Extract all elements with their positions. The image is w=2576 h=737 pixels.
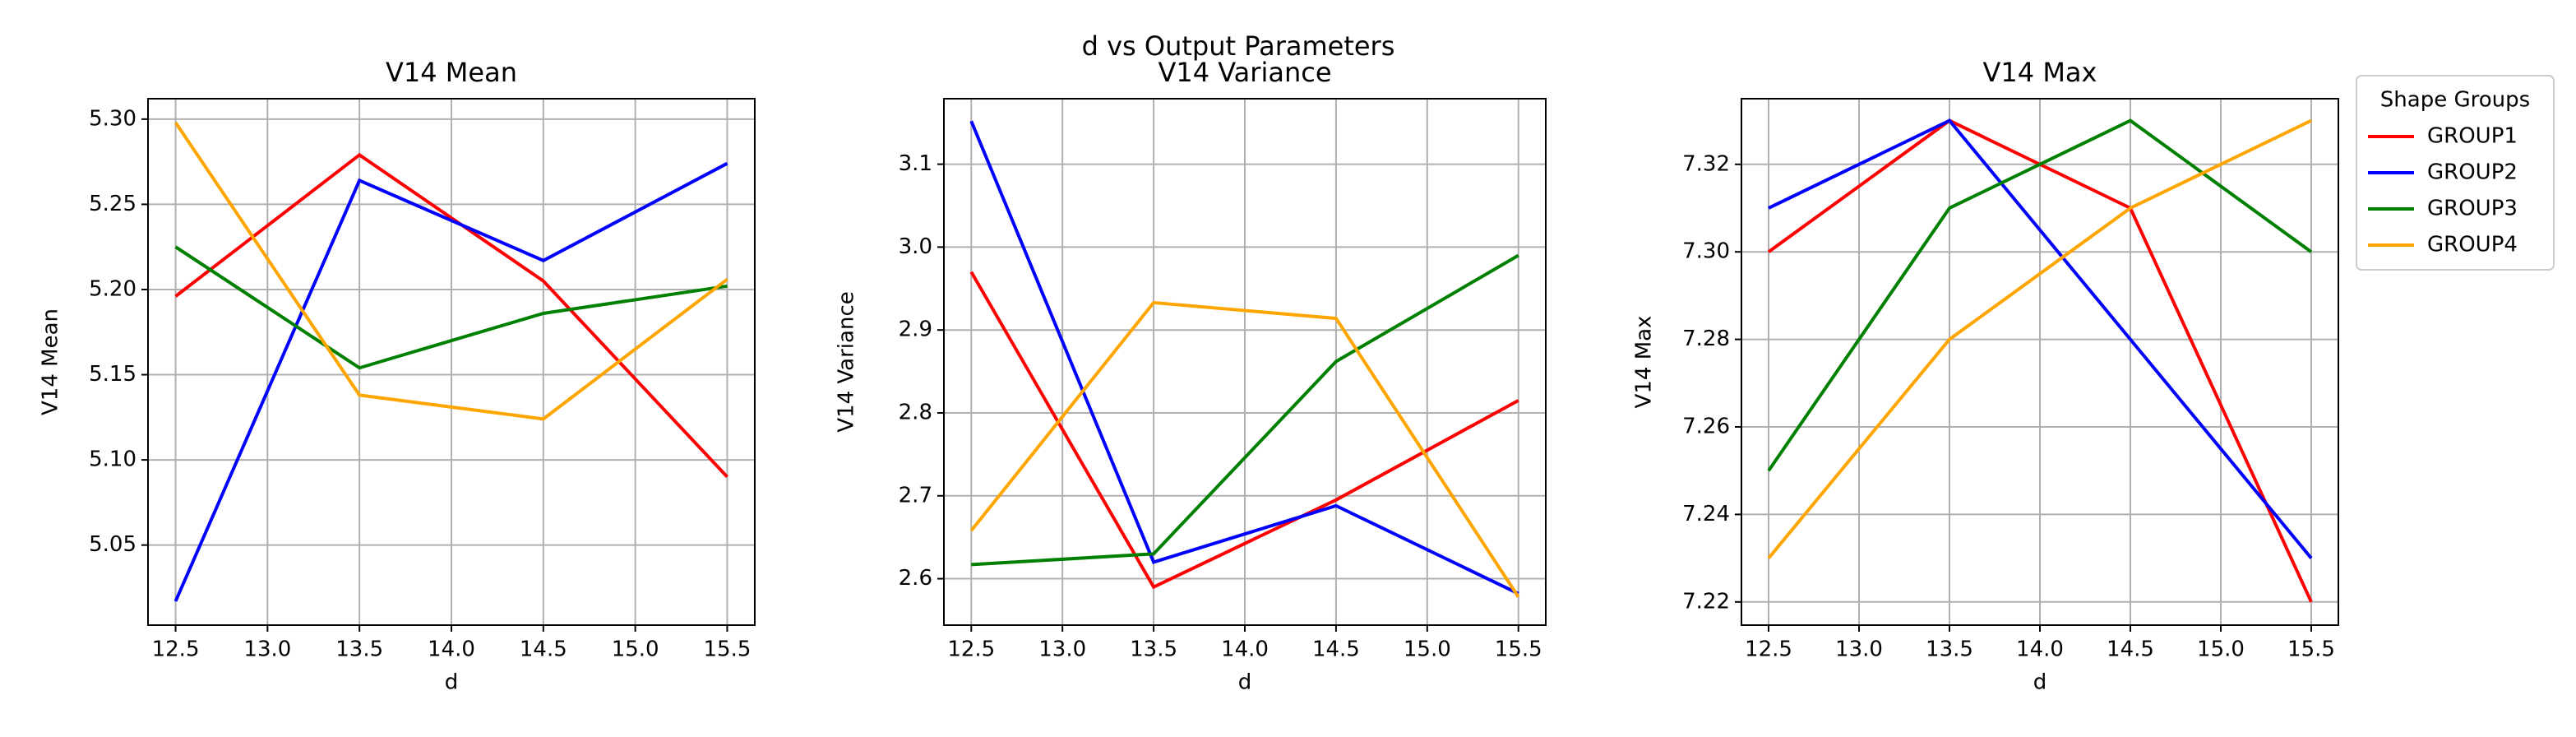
x-tick-label: 15.5 (704, 637, 752, 662)
x-tick-label: 14.0 (2016, 637, 2064, 662)
y-axis-label: V14 Variance (835, 291, 859, 432)
x-axis-label: d (2033, 670, 2047, 695)
y-tick-label: 7.28 (1682, 327, 1730, 351)
x-tick-label: 15.0 (1404, 637, 1451, 662)
y-tick-label: 2.7 (899, 483, 932, 508)
x-tick-label: 12.5 (1745, 637, 1792, 662)
legend-title: Shape Groups (2380, 88, 2530, 113)
x-tick-label: 13.5 (1926, 637, 1973, 662)
plot-frame (147, 98, 756, 626)
chart-title: V14 Variance (1158, 57, 1331, 88)
series-line (971, 253, 1519, 567)
series-line (969, 120, 1519, 596)
y-tick-label: 5.30 (89, 106, 136, 131)
y-tick-label: 5.15 (89, 362, 136, 387)
legend-box (2356, 75, 2555, 271)
x-tick-label: 13.0 (1835, 637, 1883, 662)
chart-title: V14 Mean (386, 57, 517, 88)
x-axis-label: d (1238, 670, 1252, 695)
x-tick-label: 15.0 (2197, 637, 2245, 662)
plot-frame (943, 98, 1547, 626)
x-tick-label: 14.0 (428, 637, 475, 662)
x-tick-label: 12.5 (947, 637, 995, 662)
legend-label: GROUP2 (2427, 160, 2518, 185)
x-tick-label: 15.5 (2287, 637, 2335, 662)
chart-title: V14 Max (1983, 57, 2097, 88)
series-line (173, 121, 728, 421)
y-axis-label: V14 Mean (39, 308, 63, 415)
y-tick-label: 7.24 (1682, 502, 1730, 526)
series-line (969, 300, 1520, 598)
x-tick-label: 12.5 (152, 637, 200, 662)
x-tick-label: 14.0 (1221, 637, 1269, 662)
series-line (174, 245, 728, 370)
x-axis-label: d (445, 670, 459, 695)
legend-label: GROUP3 (2427, 197, 2518, 221)
x-tick-label: 15.0 (612, 637, 659, 662)
x-tick-label: 14.5 (520, 637, 567, 662)
legend-label: GROUP1 (2427, 124, 2518, 149)
y-tick-label: 2.6 (899, 566, 932, 591)
series-line (173, 161, 728, 602)
y-tick-label: 3.0 (899, 234, 932, 259)
y-tick-label: 2.8 (899, 400, 932, 424)
x-tick-label: 13.0 (243, 637, 291, 662)
series-line (1767, 118, 2312, 559)
y-tick-label: 5.10 (89, 447, 136, 472)
series-line (174, 152, 728, 479)
series-line (1768, 118, 2313, 559)
y-tick-label: 7.30 (1682, 239, 1730, 264)
y-tick-label: 7.22 (1682, 589, 1730, 614)
series-line (969, 271, 1519, 590)
x-tick-label: 14.5 (1312, 637, 1360, 662)
y-tick-label: 3.1 (899, 151, 932, 176)
x-tick-label: 13.0 (1038, 637, 1086, 662)
legend-label: GROUP4 (2427, 233, 2518, 257)
y-tick-label: 2.9 (899, 318, 932, 342)
x-tick-label: 15.5 (1495, 637, 1542, 662)
y-tick-label: 7.32 (1682, 151, 1730, 176)
series-line (1767, 118, 2313, 472)
suptitle: d vs Output Parameters (1082, 30, 1395, 62)
x-tick-label: 14.5 (2107, 637, 2154, 662)
x-tick-label: 13.5 (335, 637, 383, 662)
x-tick-label: 13.5 (1130, 637, 1177, 662)
y-tick-label: 5.25 (89, 192, 136, 216)
y-tick-label: 5.05 (89, 532, 136, 557)
y-axis-label: V14 Max (1632, 316, 1657, 409)
y-tick-label: 7.26 (1682, 415, 1730, 439)
plot-frame (1741, 98, 2339, 626)
y-tick-label: 5.20 (89, 276, 136, 301)
